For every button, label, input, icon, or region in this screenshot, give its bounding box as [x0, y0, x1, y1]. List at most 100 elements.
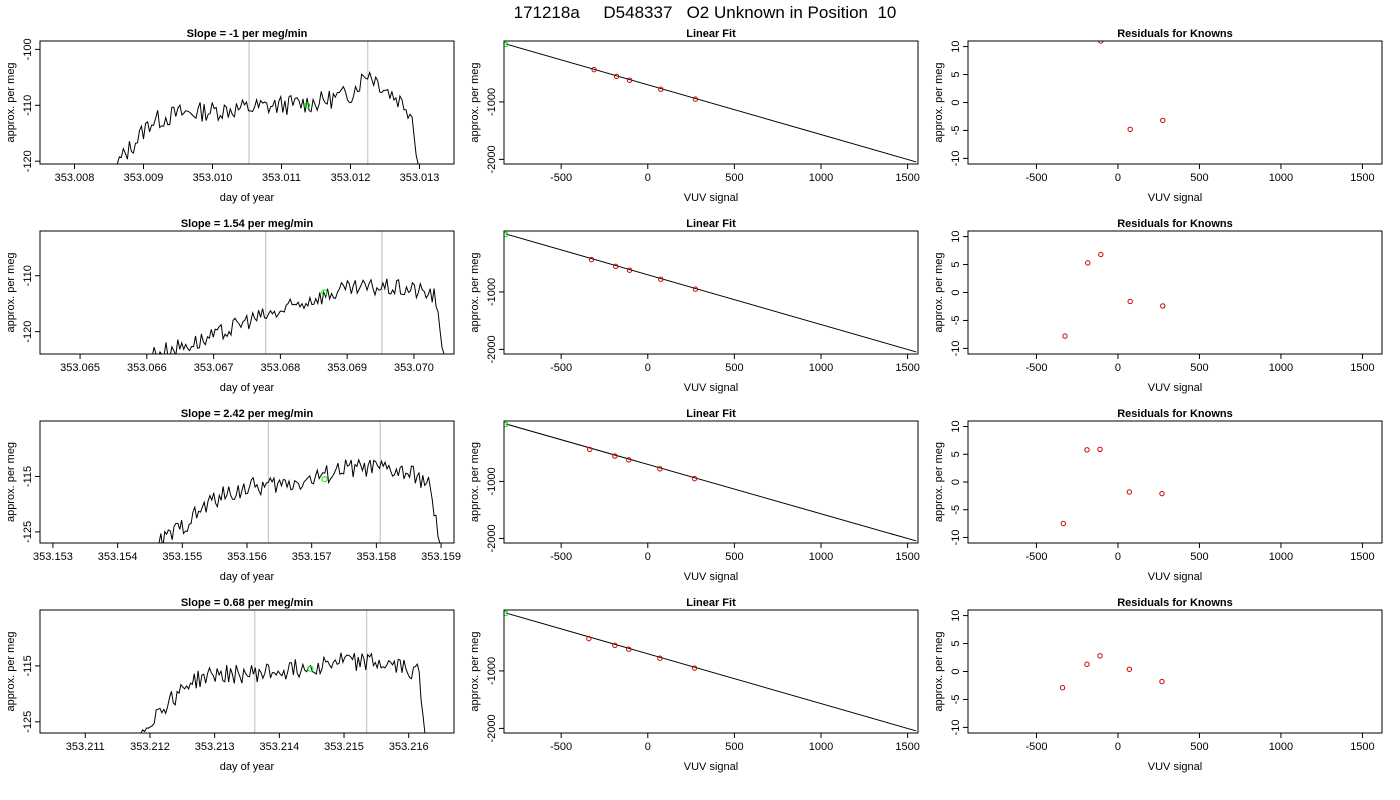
x-tick-label: 353.159 — [421, 551, 461, 563]
x-axis-label: day of year — [220, 761, 275, 773]
plot-area — [1098, 41, 1166, 133]
plot-area — [1062, 251, 1166, 339]
plot-area — [140, 610, 426, 733]
x-tick-label: -500 — [550, 741, 572, 753]
x-tick-label: 0 — [645, 362, 651, 374]
panel-1-3: Residuals for Knowns -500 0 500 1000 1500 -10 -… — [933, 28, 1383, 204]
x-tick-label: 0 — [1115, 362, 1121, 374]
panel-title: Linear Fit — [686, 28, 736, 40]
known-point — [1159, 490, 1165, 497]
known-point — [1127, 126, 1133, 133]
x-tick-label: 353.158 — [356, 551, 396, 563]
known-point — [612, 642, 618, 649]
y-tick-label: -5 — [950, 695, 962, 705]
known-point — [591, 66, 597, 73]
y-tick-label: 0 — [950, 668, 962, 674]
known-point — [658, 86, 664, 92]
y-tick-label: -120 — [22, 321, 34, 343]
x-tick-label: -500 — [550, 172, 572, 184]
y-axis-label: approx. per meg — [469, 631, 481, 711]
x-tick-label: 500 — [1190, 172, 1208, 184]
y-tick-label: -2000 — [486, 145, 498, 173]
known-point — [1126, 666, 1133, 672]
known-point — [1059, 685, 1066, 691]
y-axis-label: approx. per meg — [469, 252, 481, 332]
panel-4-3: Residuals for Knowns -500 0 500 1000 1500 -10 -… — [933, 597, 1383, 773]
panel-title: Slope = 0.68 per meg/min — [181, 597, 314, 609]
plot-area — [116, 41, 419, 164]
plot-frame — [967, 420, 1383, 544]
plot-frame — [39, 609, 455, 734]
x-tick-label: -500 — [1025, 172, 1047, 184]
plot-frame — [39, 230, 455, 355]
trace-line — [150, 278, 445, 354]
panel-4-2: Linear Fit -500 0 500 1000 1500 -2000 -1000 VUV … — [469, 597, 920, 773]
unknown-point — [504, 421, 509, 428]
known-point — [1097, 653, 1103, 659]
known-point — [612, 453, 618, 459]
plot-frame — [39, 40, 455, 165]
y-tick-label: -110 — [22, 95, 34, 116]
y-tick-label: -2000 — [486, 335, 498, 363]
x-tick-label: 1000 — [809, 172, 833, 184]
y-tick-label: -1000 — [486, 467, 498, 495]
known-point — [1098, 41, 1104, 44]
fit-line — [505, 423, 917, 542]
plot-area — [150, 231, 445, 354]
known-point — [1060, 520, 1067, 527]
plot-area — [158, 421, 441, 543]
x-tick-label: 353.154 — [98, 551, 138, 563]
panel-1-2: Linear Fit -500 0 500 1000 1500 -2000 -1000 VUV … — [469, 28, 920, 204]
plot-frame — [967, 609, 1383, 734]
x-tick-label: 353.012 — [331, 172, 371, 184]
x-tick-label: 1500 — [1350, 741, 1374, 753]
x-tick-label: 353.009 — [124, 172, 164, 184]
x-tick-label: 1500 — [895, 172, 919, 184]
panel-4-1: Slope = 0.68 per meg/min 353.211 353.212 35… — [5, 597, 455, 773]
x-tick-label: 1000 — [1269, 551, 1293, 563]
y-tick-label: -1000 — [486, 278, 498, 306]
panel-title: Linear Fit — [686, 597, 736, 609]
x-axis-label: day of year — [220, 192, 275, 204]
y-tick-label: 5 — [950, 451, 962, 457]
known-point — [1098, 251, 1104, 258]
fit-line — [505, 612, 917, 732]
plot-frame — [503, 420, 919, 544]
x-tick-label: -500 — [1025, 741, 1047, 753]
y-tick-label: 0 — [950, 479, 962, 485]
x-axis-label: day of year — [220, 382, 275, 394]
panel-3-3: Residuals for Knowns -500 0 500 1000 1500 -10 -… — [933, 408, 1383, 583]
known-point — [1084, 447, 1090, 453]
x-axis-label: VUV signal — [1148, 571, 1202, 583]
y-axis-label: approx. per meg — [933, 252, 945, 332]
y-tick-label: 5 — [950, 71, 962, 77]
x-axis-label: VUV signal — [684, 382, 738, 394]
known-point — [586, 635, 592, 642]
x-tick-label: 353.212 — [130, 741, 170, 753]
y-tick-label: 5 — [950, 261, 962, 267]
trace-line — [116, 70, 419, 164]
y-tick-label: 10 — [950, 609, 962, 621]
y-axis-label: approx. per meg — [933, 442, 945, 522]
y-tick-label: -120 — [22, 150, 34, 172]
figure-title: 171218a D548337 O2 Unknown in Position 1… — [514, 3, 897, 22]
panel-2-3: Residuals for Knowns -500 0 500 1000 1500 -10 -… — [933, 218, 1383, 394]
x-axis-label: VUV signal — [684, 571, 738, 583]
unknown-point — [321, 476, 328, 483]
plot-frame — [967, 40, 1383, 165]
plot-area — [504, 610, 917, 732]
y-tick-label: -125 — [22, 521, 34, 543]
x-tick-label: 1500 — [895, 551, 919, 563]
y-axis-label: approx. per meg — [5, 62, 17, 142]
x-tick-label: 1500 — [1350, 172, 1374, 184]
x-axis-label: VUV signal — [1148, 192, 1202, 204]
x-axis-label: day of year — [220, 571, 275, 583]
x-tick-label: 0 — [1115, 741, 1121, 753]
x-tick-label: 353.157 — [292, 551, 332, 563]
known-point — [1160, 117, 1166, 124]
panel-title: Residuals for Knowns — [1117, 218, 1233, 230]
y-tick-label: -10 — [950, 340, 962, 356]
x-tick-label: 1000 — [809, 551, 833, 563]
x-tick-label: 1000 — [809, 741, 833, 753]
known-point — [588, 256, 595, 263]
